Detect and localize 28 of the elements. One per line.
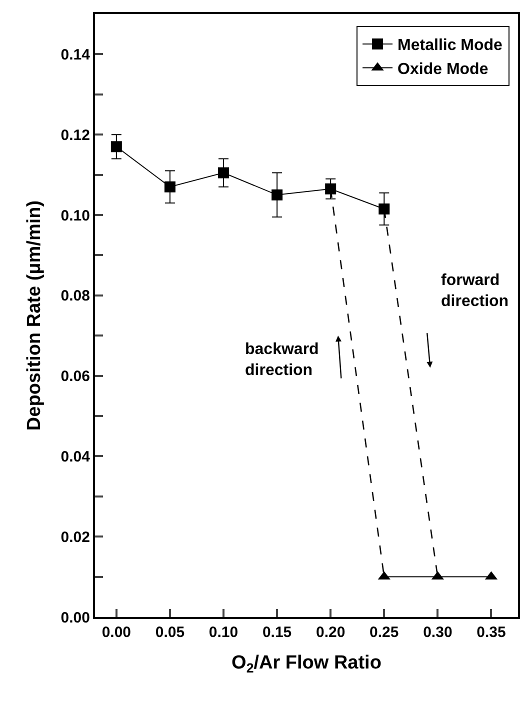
x-tick-label: 0.30 [423, 624, 452, 641]
y-tick-label: 0.14 [60, 46, 91, 64]
x-tick-label: 0.15 [262, 624, 292, 641]
x-tick-label: 0.10 [208, 624, 238, 641]
y-tick-label: 0.08 [60, 288, 90, 305]
x-tick-label: 0.20 [316, 624, 346, 641]
y-axis-title: Deposition Rate (μm/min) [24, 200, 46, 431]
point [110, 141, 122, 152]
y-tick-label: 0.00 [60, 609, 90, 626]
point [325, 183, 336, 194]
annotation: backward direction [245, 341, 319, 379]
point [164, 181, 176, 192]
point [378, 203, 390, 214]
point [272, 189, 283, 200]
y-tick-label: 0.02 [60, 528, 90, 546]
x-tick-label: 0.25 [370, 624, 399, 641]
legend-label: Oxide Mode [398, 61, 488, 78]
x-tick-label: 0.35 [476, 624, 506, 641]
y-tick-label: 0.12 [60, 126, 90, 144]
x-tick-label: 0.00 [102, 624, 132, 641]
y-tick-label: 0.06 [60, 368, 90, 386]
x-tick-label: 0.05 [155, 624, 185, 641]
annotation: forward direction [441, 272, 509, 310]
y-tick-label: 0.10 [60, 207, 90, 224]
point [218, 167, 230, 178]
legend-label: Metallic Mode [398, 37, 503, 54]
y-tick-label: 0.04 [60, 448, 91, 466]
x-axis-title: O$_{2}$/Ar Flow Ratio [232, 652, 382, 676]
